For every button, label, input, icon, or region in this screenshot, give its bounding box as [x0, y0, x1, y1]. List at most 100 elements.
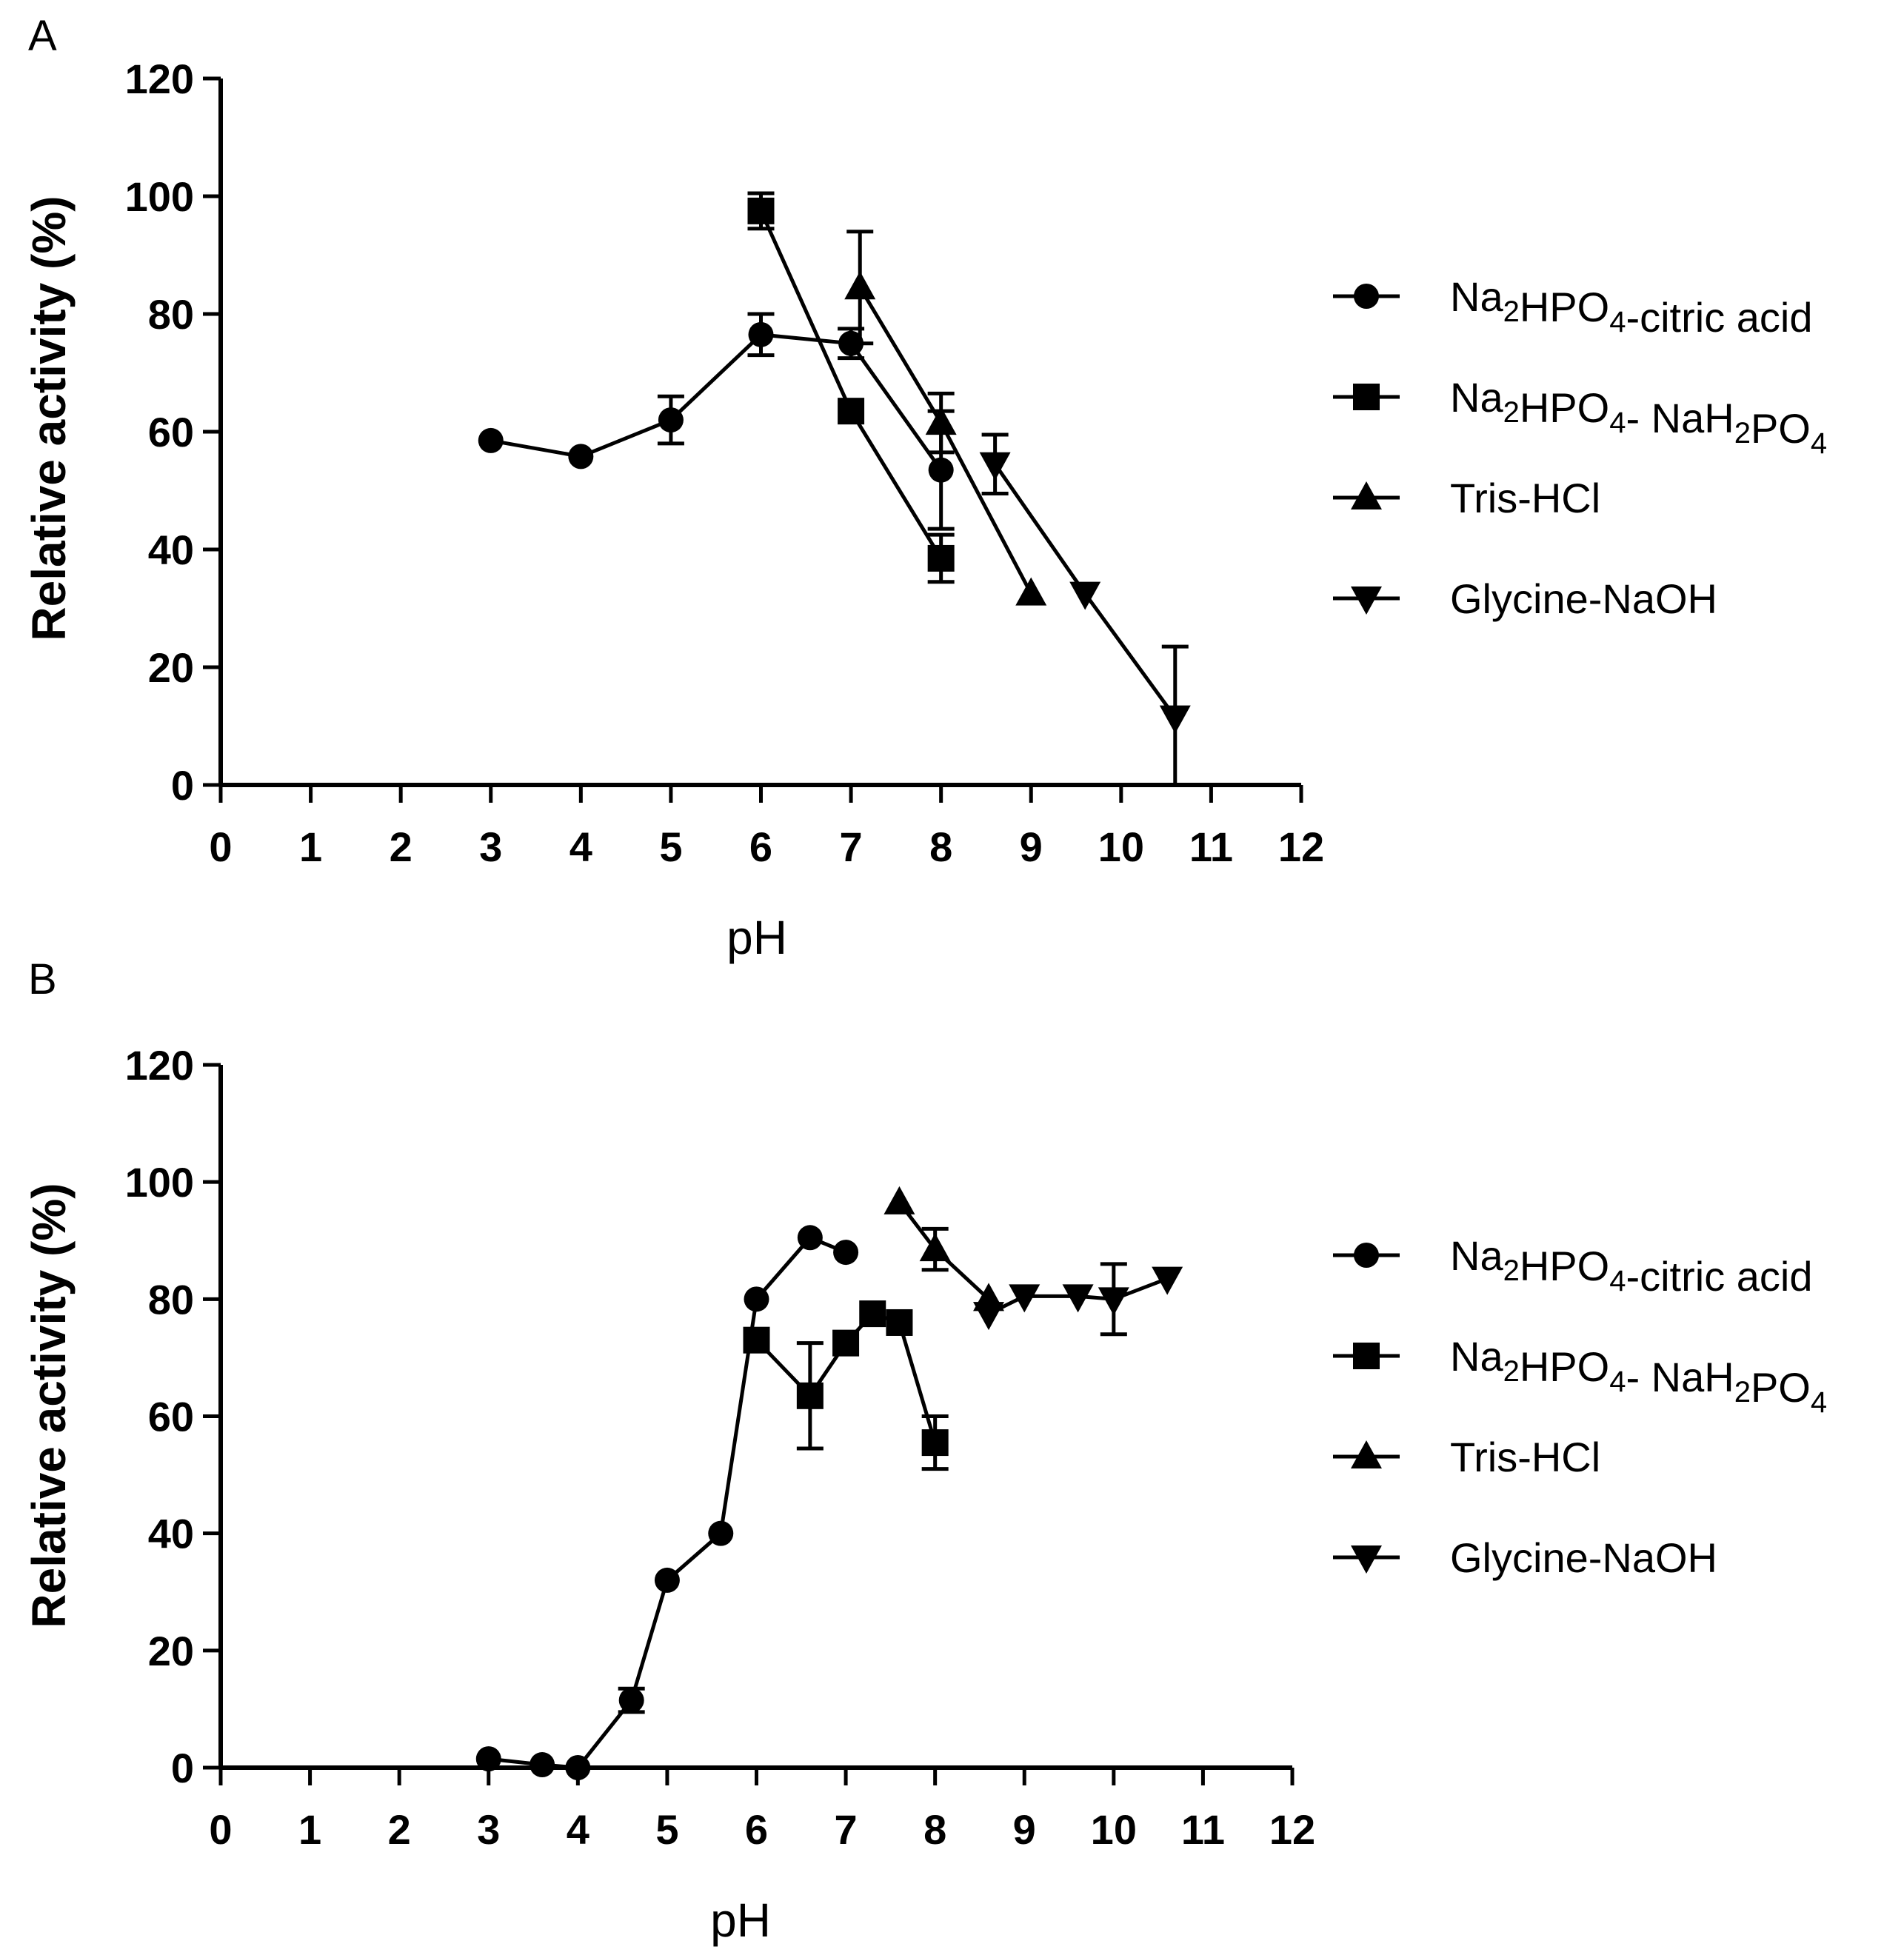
y-tick-label: 60: [148, 1394, 194, 1440]
data-point: [743, 1326, 770, 1354]
y-axis-title: Relative activity (%): [22, 196, 76, 641]
x-tick-label: 5: [655, 1806, 678, 1853]
data-point: [883, 1186, 915, 1214]
series-square: [747, 191, 955, 584]
x-tick-label: 5: [659, 823, 682, 870]
data-point: [797, 1225, 823, 1251]
data-point: [747, 197, 775, 224]
x-tick-label: 2: [388, 1806, 411, 1853]
data-point: [530, 1752, 555, 1778]
x-tick-label: 3: [479, 823, 502, 870]
legend-marker: [1351, 1545, 1382, 1574]
series-triangle-down: [979, 432, 1191, 787]
x-axis-title: pH: [726, 911, 787, 964]
data-point: [1098, 1287, 1129, 1316]
x-tick-label: 11: [1189, 823, 1233, 870]
legend-item: Na2HPO4- NaH2PO4: [1333, 1333, 1827, 1419]
x-tick-label: 1: [299, 823, 322, 870]
legend-label: Tris-HCl: [1450, 1434, 1600, 1480]
y-tick-label: 100: [125, 173, 194, 220]
panel-letter: B: [28, 955, 57, 1003]
data-point: [1009, 1284, 1040, 1313]
x-tick-label: 12: [1269, 1806, 1315, 1853]
data-point: [925, 407, 957, 435]
data-point: [1062, 1284, 1094, 1313]
data-point: [658, 407, 684, 433]
legend-label: Glycine-NaOH: [1450, 575, 1717, 622]
y-tick-label: 80: [148, 1276, 194, 1323]
y-tick-label: 120: [125, 56, 194, 102]
legend-marker: [1351, 586, 1382, 615]
data-point: [921, 1429, 949, 1457]
y-tick-label: 20: [148, 644, 194, 691]
data-point: [475, 1746, 501, 1772]
data-point: [833, 1240, 859, 1266]
y-tick-label: 100: [125, 1159, 194, 1206]
data-point: [832, 1329, 860, 1357]
data-point: [919, 1233, 951, 1262]
legend-marker: [1351, 1440, 1382, 1468]
x-tick-label: 12: [1278, 823, 1324, 870]
legend-marker: [1354, 284, 1379, 309]
x-tick-label: 6: [749, 823, 772, 870]
series-triangle-up: [844, 230, 1047, 606]
data-point: [654, 1567, 680, 1593]
legend-item: Glycine-NaOH: [1333, 575, 1717, 622]
data-point: [1069, 581, 1101, 610]
data-point: [838, 398, 865, 425]
data-point: [859, 1300, 886, 1328]
x-tick-label: 0: [209, 1806, 232, 1853]
legend-marker: [1354, 1243, 1379, 1268]
legend: Na2HPO4-citric acid Na2HPO4- NaH2PO4 Tris-…: [1333, 273, 1827, 622]
x-tick-label: 10: [1098, 823, 1144, 870]
x-tick-label: 7: [835, 1806, 858, 1853]
y-tick-label: 0: [171, 1745, 194, 1791]
x-tick-label: 10: [1091, 1806, 1137, 1853]
data-point: [927, 544, 955, 572]
data-point: [796, 1382, 824, 1409]
legend-label: Na2HPO4- NaH2PO4: [1450, 374, 1827, 460]
data-point: [1159, 705, 1191, 734]
y-tick-label: 60: [148, 409, 194, 455]
legend-item: Na2HPO4-citric acid: [1333, 1232, 1812, 1300]
legend: Na2HPO4-citric acid Na2HPO4- NaH2PO4 Tris-…: [1333, 1232, 1827, 1581]
x-tick-label: 11: [1181, 1806, 1225, 1853]
y-tick-label: 40: [148, 527, 194, 573]
panel-letter: A: [28, 12, 57, 60]
data-point: [844, 271, 876, 300]
x-tick-label: 6: [745, 1806, 768, 1853]
x-tick-label: 8: [929, 823, 952, 870]
legend-item: Tris-HCl: [1333, 475, 1600, 521]
x-tick-label: 3: [477, 1806, 500, 1853]
series-circle: [478, 312, 955, 531]
x-tick-label: 0: [209, 823, 232, 870]
x-tick-label: 4: [569, 823, 592, 870]
legend-item: Na2HPO4-citric acid: [1333, 273, 1812, 341]
series-square: [743, 1300, 949, 1471]
y-axis-title: Relative activity (%): [22, 1183, 76, 1628]
legend-marker: [1351, 481, 1382, 509]
data-point: [618, 1688, 644, 1714]
legend-label: Na2HPO4-citric acid: [1450, 1232, 1812, 1300]
data-point: [708, 1520, 734, 1546]
y-tick-label: 20: [148, 1628, 194, 1674]
series-circle: [475, 1225, 859, 1780]
legend-item: Tris-HCl: [1333, 1434, 1600, 1480]
legend-marker: [1353, 1343, 1380, 1369]
x-tick-label: 1: [298, 1806, 321, 1853]
y-tick-label: 80: [148, 291, 194, 338]
data-point: [478, 427, 504, 453]
data-point: [979, 452, 1011, 481]
data-point: [568, 444, 594, 469]
y-tick-label: 120: [125, 1042, 194, 1089]
legend-label: Glycine-NaOH: [1450, 1534, 1717, 1581]
data-point: [973, 1302, 1005, 1331]
data-point: [565, 1755, 591, 1780]
series-line: [490, 332, 943, 472]
